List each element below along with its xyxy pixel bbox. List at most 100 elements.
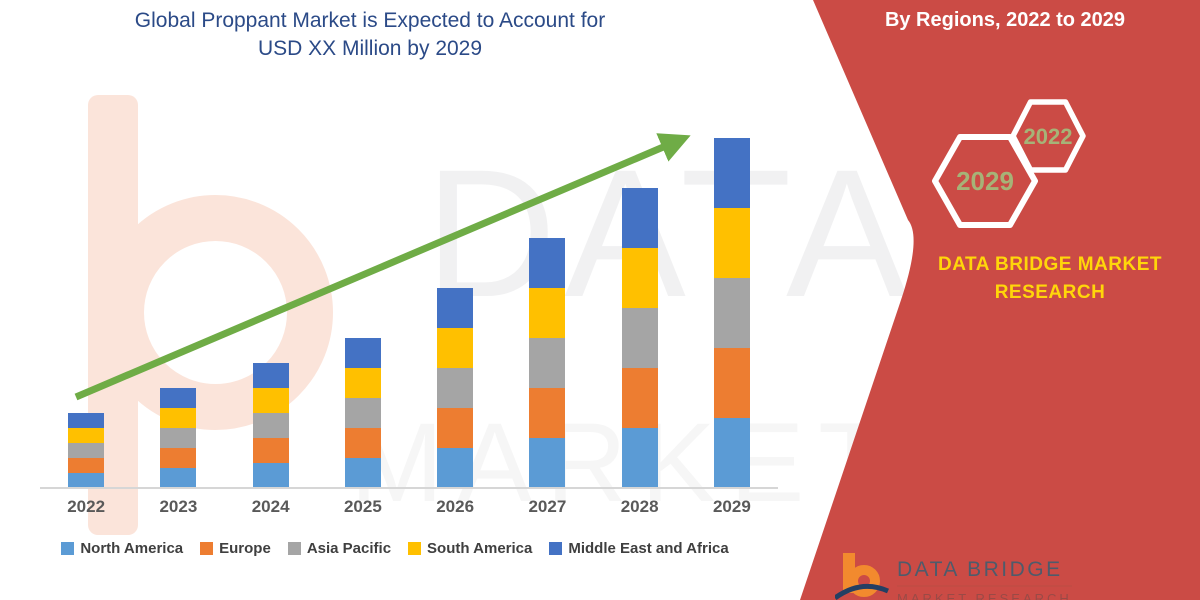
banner-brand-text: DATA BRIDGE MARKET RESEARCH [925, 251, 1175, 306]
legend-item-europe: Europe [200, 540, 271, 557]
chart-title-line1: Global Proppant Market is Expected to Ac… [134, 9, 606, 32]
x-tick-2027: 2027 [528, 497, 567, 516]
data-bridge-logo-icon [835, 553, 889, 600]
bar-segment-2028-europe [621, 368, 658, 428]
bar-segment-2029-middle-east-and-africa [713, 138, 750, 208]
legend-label-europe: Europe [219, 540, 271, 557]
bar-segment-2028-north-america [621, 428, 658, 488]
bar-segment-2025-north-america [344, 458, 381, 488]
bar-segment-2027-asia-pacific [529, 338, 566, 388]
banner-heading: By Regions, 2022 to 2029 [884, 9, 1126, 31]
x-tick-2025: 2025 [343, 497, 382, 516]
bar-segment-2022-south-america [68, 428, 105, 443]
legend-swatch-middle-east-and-africa [549, 542, 563, 555]
x-tick-2029: 2029 [712, 497, 751, 516]
bar-segment-2025-asia-pacific [344, 398, 381, 428]
bar-segment-2027-north-america [529, 438, 566, 488]
footer-logo-brand: DATA BRIDGE [897, 558, 1063, 581]
bar-column-2026 [409, 120, 501, 488]
legend-swatch-europe [200, 542, 214, 555]
legend-label-north-america: North America [80, 540, 184, 557]
stacked-bar-2023 [160, 388, 197, 488]
legend-swatch-asia-pacific [287, 542, 301, 555]
legend-item-south-america: South America [408, 540, 532, 557]
bars-row [40, 120, 778, 488]
stacked-bar-2025 [344, 338, 381, 488]
chart-title-line2: USD XX Million by 2029 [257, 37, 483, 61]
stacked-bar-2024 [252, 363, 289, 488]
legend-label-south-america: South America [427, 540, 533, 557]
legend-label-middle-east-and-africa: Middle East and Africa [568, 540, 729, 557]
bar-segment-2028-middle-east-and-africa [621, 188, 658, 248]
legend-swatch-south-america [408, 542, 422, 555]
bar-segment-2027-south-america [529, 288, 566, 338]
x-tick-2023: 2023 [159, 497, 198, 516]
stacked-bar-2026 [437, 288, 474, 488]
bar-segment-2027-middle-east-and-africa [529, 238, 566, 288]
banner-brand-line1: DATA BRIDGE MARKET [938, 254, 1162, 275]
bar-segment-2023-north-america [160, 468, 197, 488]
bar-segment-2028-asia-pacific [621, 308, 658, 368]
stacked-bar-2028 [621, 188, 658, 488]
bar-column-2023 [132, 120, 224, 488]
x-tick-2024: 2024 [251, 497, 290, 516]
chart-title: Global Proppant Market is Expected to Ac… [30, 7, 710, 64]
bar-segment-2023-south-america [160, 408, 197, 428]
bar-segment-2025-middle-east-and-africa [344, 338, 381, 368]
footer-logo-text: DATA BRIDGE MARKET RESEARCH [897, 552, 1072, 600]
bar-segment-2028-south-america [621, 248, 658, 308]
bar-column-2029 [686, 120, 778, 488]
legend-item-asia-pacific: Asia Pacific [287, 540, 392, 557]
bar-segment-2029-europe [713, 348, 750, 418]
footer-logo-underline [897, 585, 1072, 587]
footer-logo-subbrand: MARKET RESEARCH [897, 591, 1072, 600]
bar-segment-2024-middle-east-and-africa [252, 363, 289, 388]
bar-column-2027 [501, 120, 593, 488]
x-tick-2028: 2028 [620, 497, 659, 516]
bar-segment-2023-middle-east-and-africa [160, 388, 197, 408]
bar-column-2022 [40, 120, 132, 488]
bar-segment-2029-north-america [713, 418, 750, 488]
bar-segment-2029-asia-pacific [713, 278, 750, 348]
bar-segment-2026-south-america [437, 328, 474, 368]
bar-segment-2027-europe [529, 388, 566, 438]
footer-logo: DATA BRIDGE MARKET RESEARCH [835, 552, 1072, 600]
bar-segment-2026-middle-east-and-africa [437, 288, 474, 328]
bar-segment-2023-europe [160, 448, 197, 468]
x-tick-2026: 2026 [436, 497, 475, 516]
bar-column-2024 [225, 120, 317, 488]
bar-segment-2024-north-america [252, 463, 289, 488]
x-axis-line [40, 487, 778, 489]
x-tick-2022: 2022 [67, 497, 106, 516]
legend-item-north-america: North America [61, 540, 183, 557]
bar-segment-2026-asia-pacific [437, 368, 474, 408]
bar-segment-2026-north-america [437, 448, 474, 488]
hexagon-label-2022: 2022 [1024, 124, 1073, 149]
legend-swatch-north-america [61, 542, 75, 555]
bar-segment-2025-europe [344, 428, 381, 458]
bar-segment-2022-europe [68, 458, 105, 473]
bar-column-2025 [317, 120, 409, 488]
bar-segment-2024-asia-pacific [252, 413, 289, 438]
banner-brand-line2: RESEARCH [994, 281, 1106, 303]
stacked-bar-2022 [68, 413, 105, 488]
x-axis-labels: 2022 2023 2024 2025 2026 2027 2028 2029 [40, 497, 778, 517]
legend: North America Europe Asia Pacific South Ame… [10, 540, 780, 557]
legend-label-asia-pacific: Asia Pacific [306, 540, 392, 557]
bar-segment-2029-south-america [713, 208, 750, 278]
stacked-bar-2029 [713, 138, 750, 488]
bar-segment-2023-asia-pacific [160, 428, 197, 448]
hexagon-label-2029: 2029 [956, 166, 1014, 196]
bar-segment-2024-south-america [252, 388, 289, 413]
bar-column-2028 [594, 120, 686, 488]
bar-segment-2025-south-america [344, 368, 381, 398]
hexagon-badges: 2022 2029 [932, 99, 1086, 228]
bar-segment-2022-middle-east-and-africa [68, 413, 105, 428]
bar-segment-2024-europe [252, 438, 289, 463]
legend-item-middle-east-and-africa: Middle East and Africa [549, 540, 729, 557]
bar-segment-2022-asia-pacific [68, 443, 105, 458]
bar-segment-2022-north-america [68, 473, 105, 488]
stacked-bar-2027 [529, 238, 566, 488]
bar-segment-2026-europe [437, 408, 474, 448]
